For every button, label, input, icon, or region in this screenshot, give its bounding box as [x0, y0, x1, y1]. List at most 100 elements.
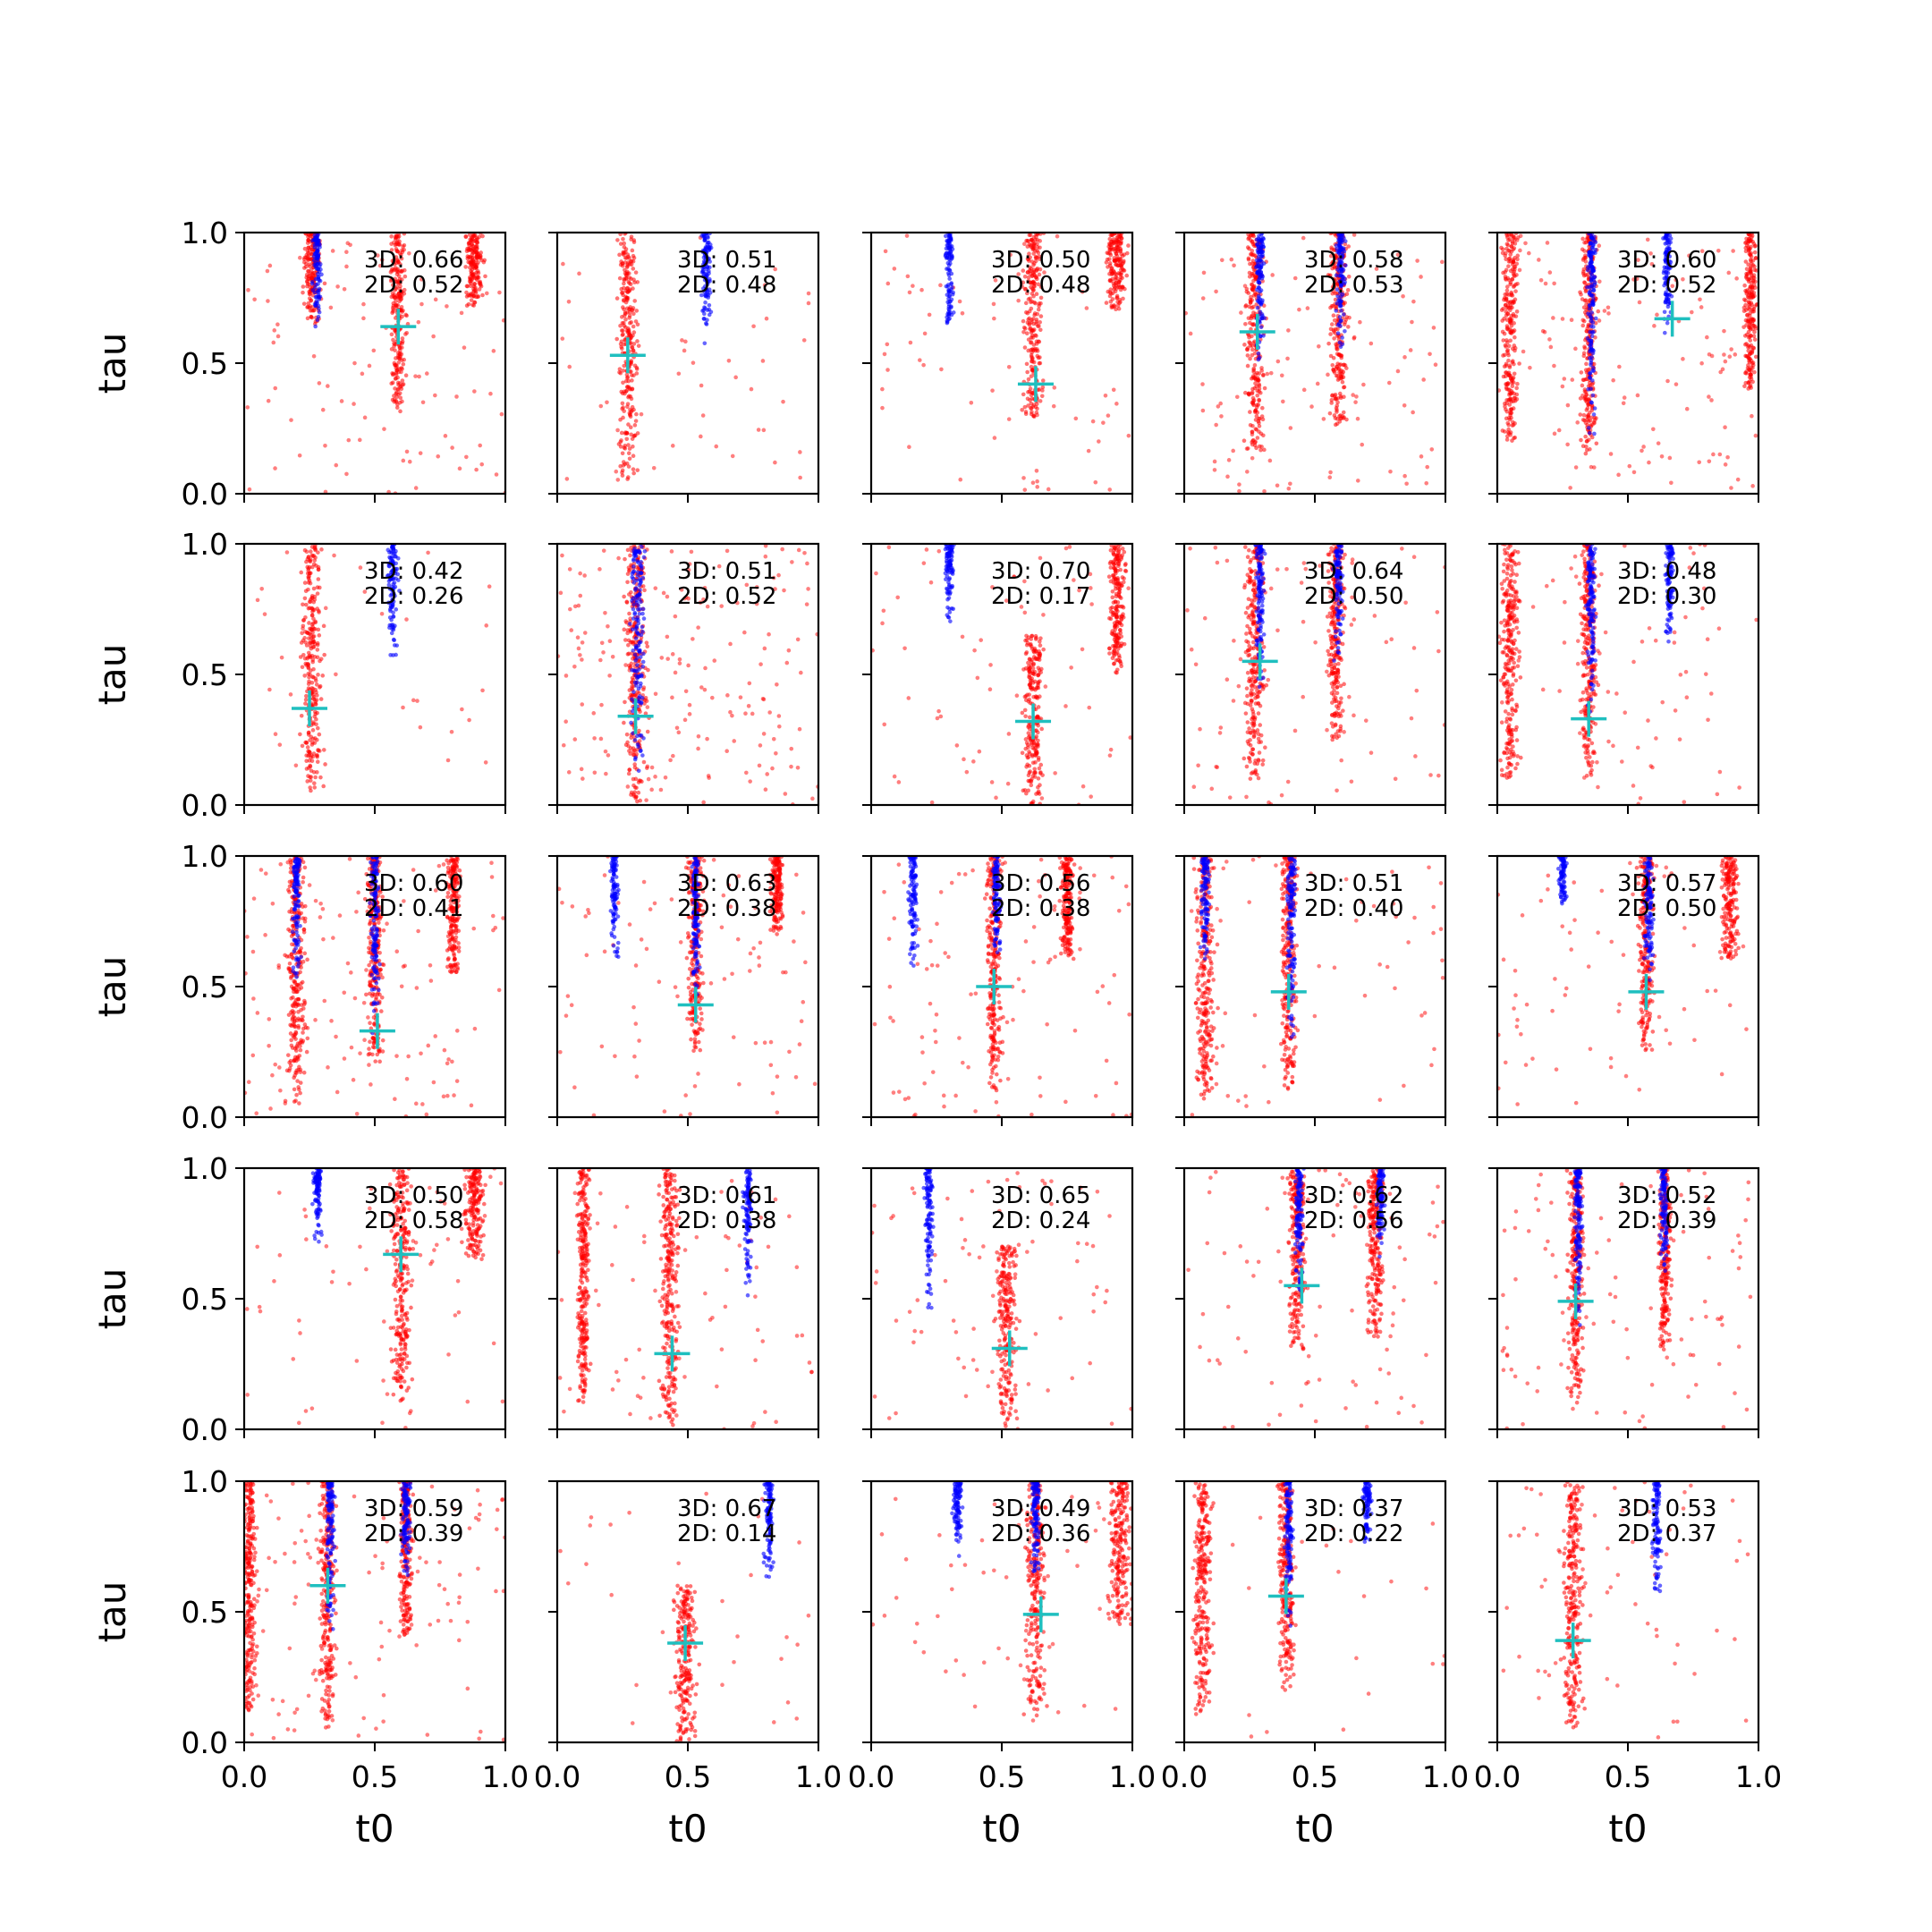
- red-point: [463, 233, 469, 239]
- red-point: [633, 796, 639, 801]
- blue-point: [633, 644, 639, 648]
- red-point: [1033, 237, 1038, 242]
- red-point: [393, 316, 398, 320]
- red-point: [411, 698, 416, 703]
- red-point: [886, 281, 891, 286]
- red-point: [1338, 394, 1343, 399]
- red-point: [315, 693, 319, 698]
- red-point: [629, 735, 634, 741]
- red-point: [624, 269, 630, 275]
- red-point: [1034, 402, 1039, 406]
- red-point: [1585, 418, 1589, 422]
- red-point: [631, 467, 636, 471]
- blue-point: [1668, 236, 1674, 242]
- red-point: [1328, 353, 1334, 359]
- red-point: [560, 553, 564, 558]
- blue-point: [702, 277, 708, 283]
- red-point: [622, 298, 626, 302]
- blue-point: [387, 555, 392, 560]
- blue-point: [319, 272, 324, 277]
- blue-point: [317, 297, 322, 301]
- blue-point: [708, 247, 712, 251]
- red-point: [273, 386, 278, 391]
- red-point: [1565, 442, 1570, 447]
- blue-point: [309, 279, 315, 284]
- red-point: [309, 623, 315, 627]
- blue-point: [1662, 309, 1667, 315]
- red-point: [394, 299, 398, 304]
- red-point: [1512, 343, 1517, 348]
- red-point: [293, 763, 299, 768]
- red-point: [1251, 285, 1256, 290]
- red-point: [631, 444, 635, 449]
- blue-point: [317, 306, 321, 311]
- red-point: [1034, 410, 1039, 415]
- red-point: [621, 460, 626, 464]
- red-point: [313, 619, 318, 624]
- red-point: [582, 631, 588, 635]
- red-point: [1504, 370, 1508, 375]
- red-point: [1030, 317, 1036, 321]
- red-point: [1108, 299, 1114, 304]
- red-point: [992, 436, 997, 440]
- red-point: [1690, 309, 1694, 315]
- red-point: [1583, 298, 1589, 303]
- red-point: [1021, 318, 1026, 324]
- red-point: [315, 754, 319, 759]
- red-point: [317, 633, 322, 638]
- blue-point: [701, 258, 707, 264]
- blue-point: [1336, 250, 1342, 256]
- red-point: [636, 790, 641, 795]
- red-point: [262, 612, 267, 616]
- blue-point: [640, 606, 646, 612]
- blue-point: [948, 250, 953, 255]
- red-point: [389, 248, 394, 252]
- red-point: [1584, 302, 1589, 307]
- red-point: [480, 292, 485, 298]
- red-point: [1030, 356, 1035, 360]
- red-point: [306, 774, 310, 778]
- red-point: [905, 274, 911, 279]
- red-point: [450, 445, 454, 450]
- red-point: [618, 463, 623, 469]
- red-point: [1699, 305, 1704, 309]
- red-point: [1250, 429, 1255, 435]
- red-point: [1028, 326, 1032, 332]
- red-point: [1021, 476, 1026, 480]
- red-point: [1505, 381, 1511, 386]
- red-point: [1752, 324, 1758, 329]
- red-point: [621, 369, 626, 373]
- red-point: [1028, 280, 1033, 285]
- red-point: [1641, 445, 1646, 449]
- blue-point: [393, 623, 397, 628]
- blue-point: [636, 744, 641, 750]
- red-point: [1038, 314, 1044, 318]
- red-point: [773, 587, 777, 591]
- red-point: [301, 617, 306, 623]
- red-point: [1338, 353, 1343, 359]
- red-point: [313, 775, 318, 780]
- red-point: [1256, 402, 1261, 407]
- red-point: [389, 234, 394, 239]
- red-point: [1251, 233, 1257, 239]
- red-point: [1511, 311, 1516, 317]
- red-point: [420, 400, 426, 405]
- red-point: [302, 547, 308, 553]
- red-point: [646, 776, 651, 782]
- red-point: [892, 267, 897, 271]
- red-point: [645, 644, 650, 648]
- red-point: [1036, 282, 1041, 287]
- red-point: [1648, 251, 1653, 256]
- red-point: [591, 711, 597, 716]
- red-point: [653, 691, 658, 697]
- red-point: [676, 371, 682, 377]
- blue-point: [395, 572, 401, 577]
- red-point: [1029, 374, 1034, 378]
- red-point: [321, 784, 326, 789]
- red-point: [1506, 358, 1511, 363]
- red-point: [1506, 373, 1512, 378]
- blue-point: [1664, 265, 1669, 270]
- red-point: [1579, 437, 1583, 443]
- red-point: [400, 378, 405, 383]
- blue-point: [1587, 430, 1592, 436]
